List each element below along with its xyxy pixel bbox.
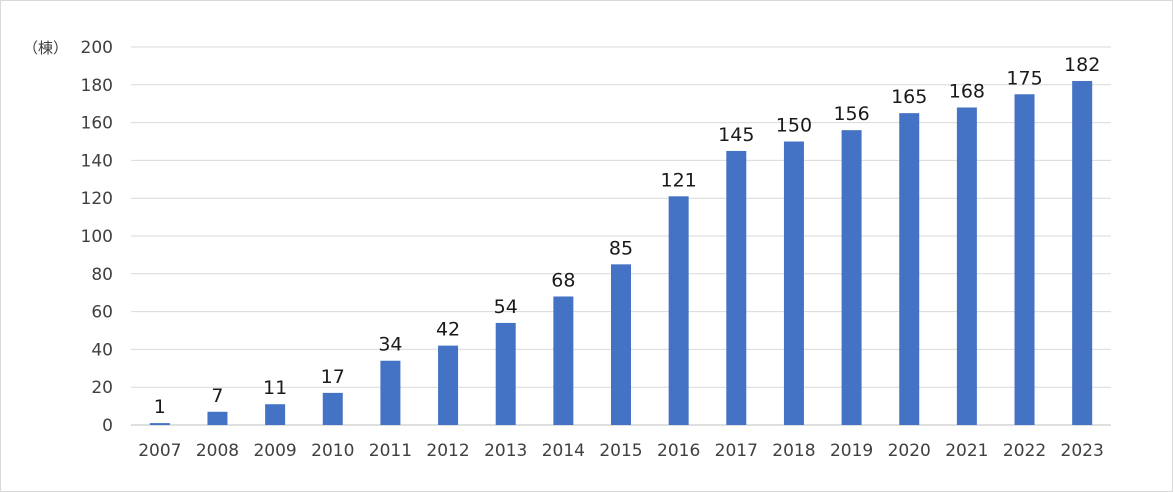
y-tick-label: 80 [91, 265, 113, 285]
y-tick-label: 0 [102, 416, 113, 436]
y-tick-label: 200 [81, 38, 113, 58]
x-tick-label: 2020 [888, 441, 931, 461]
data-label: 145 [718, 124, 754, 146]
x-tick-label: 2010 [311, 441, 354, 461]
y-tick-label: 60 [91, 303, 113, 323]
y-tick-label: 100 [81, 227, 113, 247]
x-tick-label: 2023 [1061, 441, 1104, 461]
bar [380, 360, 401, 425]
data-label: 54 [494, 296, 518, 318]
x-tick-label: 2014 [542, 441, 585, 461]
bar [783, 141, 804, 425]
y-tick-label: 40 [91, 340, 113, 360]
x-tick-label: 2015 [599, 441, 642, 461]
x-tick-label: 2011 [369, 441, 412, 461]
data-label: 11 [263, 377, 287, 399]
x-tick-label: 2022 [1003, 441, 1046, 461]
y-tick-label: 140 [81, 151, 113, 171]
y-tick-label: 160 [81, 114, 113, 134]
bar [956, 107, 977, 425]
y-tick-label: 120 [81, 189, 113, 209]
data-label: 156 [833, 103, 869, 125]
bar [438, 345, 459, 425]
bars [149, 81, 1093, 426]
data-label: 68 [551, 269, 575, 291]
x-tick-label: 2017 [715, 441, 758, 461]
data-label: 7 [211, 385, 223, 407]
x-tick-label: 2013 [484, 441, 527, 461]
x-tick-label: 2012 [426, 441, 469, 461]
bar [553, 296, 574, 425]
y-tick-label: 20 [91, 378, 113, 398]
data-label: 17 [321, 366, 345, 388]
data-label: 168 [949, 80, 985, 102]
bar [265, 404, 286, 425]
data-label: 165 [891, 86, 927, 108]
bar [1072, 81, 1093, 426]
bar [149, 423, 170, 425]
data-label: 182 [1064, 54, 1100, 76]
data-label: 1 [154, 396, 166, 418]
bar [207, 411, 228, 425]
x-tick-label: 2008 [196, 441, 239, 461]
data-label: 175 [1006, 67, 1042, 89]
bar [726, 150, 747, 425]
y-tick-label: 180 [81, 76, 113, 96]
data-label: 150 [776, 115, 812, 137]
x-tick-label: 2021 [945, 441, 988, 461]
x-tick-label: 2018 [772, 441, 815, 461]
x-tick-label: 2019 [830, 441, 873, 461]
x-tick-label: 2009 [253, 441, 296, 461]
x-tick-label: 2016 [657, 441, 700, 461]
bar [899, 113, 920, 426]
data-label: 85 [609, 237, 633, 259]
bar [611, 264, 631, 425]
data-label: 34 [378, 334, 402, 356]
data-label: 42 [436, 319, 460, 341]
bar [1014, 94, 1035, 425]
data-label: 121 [661, 169, 697, 191]
bar [668, 196, 689, 425]
y-axis-ticks: 0 20 40 60 80 100 120 140 160 180 200 [81, 38, 113, 436]
bar [495, 322, 516, 425]
bar [841, 130, 862, 425]
x-tick-label: 2007 [138, 441, 181, 461]
bar [322, 392, 343, 425]
x-axis-ticks: 2007 2008 2009 2010 2011 2012 2013 2014 2015 2016… [138, 441, 1104, 461]
y-axis-unit-label: （棟） [23, 39, 68, 57]
